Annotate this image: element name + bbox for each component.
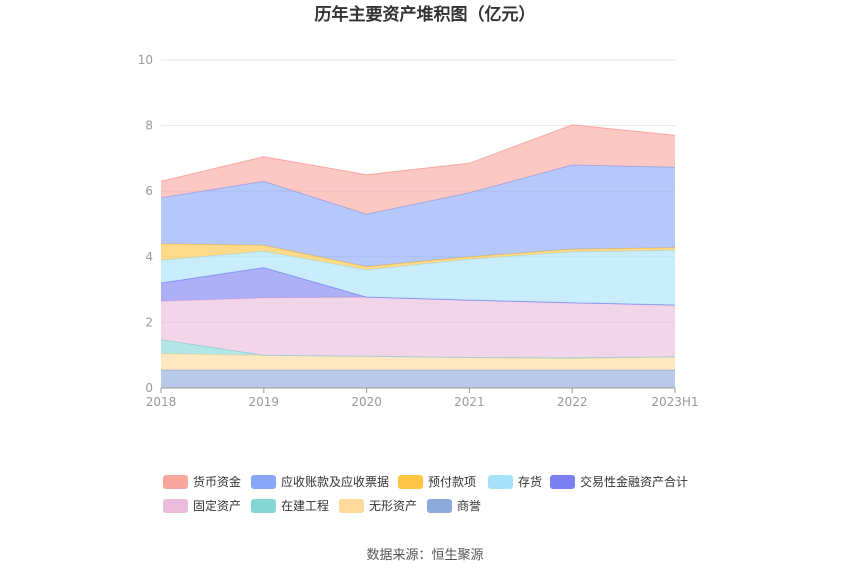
legend-swatch: [427, 499, 452, 513]
plot-area: [160, 124, 676, 388]
x-tick-label: 2020: [351, 395, 382, 409]
series-line: [160, 124, 676, 182]
legend-label: 交易性金融资产合计: [580, 474, 688, 489]
legend-item[interactable]: 固定资产: [163, 498, 241, 513]
legend-item[interactable]: 商誉: [427, 498, 481, 513]
legend-item[interactable]: 交易性金融资产合计: [550, 474, 688, 489]
y-tick-label: 10: [138, 53, 153, 67]
area-series: [161, 250, 675, 305]
legend-label: 应收账款及应收票据: [281, 474, 389, 489]
x-tick-label: 2018: [146, 395, 177, 409]
area-series: [161, 267, 675, 305]
legend-item[interactable]: 无形资产: [339, 499, 417, 513]
legend-label: 无形资产: [369, 499, 417, 513]
legend-item[interactable]: 应收账款及应收票据: [251, 474, 389, 489]
legend-item[interactable]: 预付款项: [398, 475, 476, 489]
legend-label: 在建工程: [281, 498, 329, 513]
area-series: [161, 370, 675, 388]
x-tick-label: 2019: [249, 395, 280, 409]
y-tick-label: 8: [145, 119, 153, 133]
area-series: [161, 165, 675, 267]
legend-swatch: [163, 475, 188, 489]
legend-label: 商誉: [457, 498, 481, 513]
legend-label: 预付款项: [428, 475, 476, 489]
y-tick-label: 4: [145, 250, 153, 264]
area-series: [161, 243, 675, 270]
legend-swatch: [339, 499, 364, 513]
chart-title: 历年主要资产堆积图（亿元）: [315, 4, 536, 25]
legend-item[interactable]: 货币资金: [163, 474, 241, 489]
legend-label: 存货: [518, 474, 542, 489]
area-series: [161, 353, 675, 370]
legend-swatch: [550, 475, 575, 489]
x-tick-label: 2023H1: [651, 395, 698, 409]
legend-swatch: [398, 475, 423, 489]
y-tick-label: 0: [145, 381, 153, 395]
x-tick-label: 2021: [454, 395, 485, 409]
legend-item[interactable]: 存货: [488, 474, 542, 489]
legend-label: 固定资产: [193, 498, 241, 513]
x-tick-label: 2022: [557, 395, 588, 409]
y-tick-label: 2: [145, 315, 153, 329]
legend-swatch: [163, 499, 188, 513]
legend-item[interactable]: 在建工程: [251, 498, 329, 513]
area-series: [161, 297, 675, 358]
legend-swatch: [251, 499, 276, 513]
legend-swatch: [251, 475, 276, 489]
legend-swatch: [488, 475, 513, 489]
source-note: 数据来源：恒生聚源: [366, 548, 483, 563]
y-tick-label: 6: [145, 184, 153, 198]
legend-label: 货币资金: [193, 474, 241, 489]
axes: 0 2 4 6 8 10 2018 2019 2020 2021 2022 2023H1: [138, 53, 699, 409]
